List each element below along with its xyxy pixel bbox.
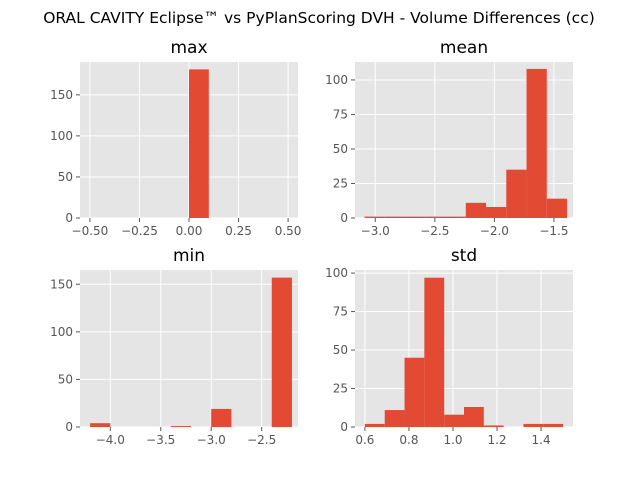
histogram-bar [543,423,564,427]
subplot-mean: −3.0 −2.5 −2.0 −1.5 0 25 50 75 100 mean [325,38,573,238]
y-tick-label: 25 [333,176,348,190]
x-tick-label: −0.25 [121,224,158,238]
y-tick-label: 0 [340,420,348,434]
x-tick-label: 1.4 [532,433,551,447]
y-tick-label: 0 [65,420,73,434]
histogram-bar [364,216,385,218]
x-tick-label: 0.6 [355,433,374,447]
y-tick-label: 100 [50,129,73,143]
x-tick-label: 0.8 [399,433,418,447]
x-tick-label: −4.0 [96,433,125,447]
x-tick-label: 1.2 [487,433,506,447]
histogram-bar [384,410,405,427]
histogram-bar [526,68,547,219]
subplot-title: mean [440,38,488,58]
histogram-bar [445,216,466,218]
y-tick-label: 100 [325,266,348,280]
y-tick-label: 0 [340,211,348,225]
subplot-min: −4.0 −3.5 −3.0 −2.5 0 50 100 150 min [50,246,298,447]
plot-area [80,270,298,427]
histogram-bar [405,216,426,218]
subplot-title: max [170,38,207,58]
figure-title: ORAL CAVITY Eclipse™ vs PyPlanScoring DV… [43,9,595,27]
histogram-bar [364,423,385,427]
histogram-bar [384,216,406,218]
x-tick-label: −3.0 [197,433,226,447]
y-tick-label: 50 [333,343,348,357]
histogram-bar [211,408,232,427]
y-tick-label: 150 [50,88,73,102]
y-tick-label: 25 [333,382,348,396]
x-tick-label: 0.00 [176,224,203,238]
subplot-title: min [173,246,205,266]
histogram-bar [90,423,111,427]
histogram-bar [546,198,568,218]
subplot-max: −0.50 −0.25 0.00 0.25 0.50 0 50 100 150 max [50,38,301,238]
histogram-bar [271,277,292,427]
y-tick-label: 50 [58,372,73,386]
y-tick-label: 150 [50,277,73,291]
x-tick-label: −2.5 [247,433,276,447]
subplot-title: std [451,246,477,266]
histogram-bar [170,426,192,427]
y-tick-label: 50 [333,142,348,156]
histogram-bar [523,423,544,427]
x-tick-label: −2.0 [480,224,509,238]
histogram-bar [486,206,507,218]
y-tick-label: 75 [333,305,348,319]
histogram-bar [444,414,464,427]
x-tick-label: −2.5 [420,224,449,238]
x-tick-label: 1.0 [443,433,462,447]
histogram-bar [465,202,487,218]
x-tick-label: −3.5 [146,433,175,447]
histogram-bar [404,357,425,427]
x-tick-label: 0.50 [275,224,302,238]
y-tick-label: 75 [333,107,348,121]
histogram-bar [483,425,504,427]
histogram-bar [425,216,446,218]
subplot-std: 0.6 0.8 1.0 1.2 1.4 0 25 50 75 100 std [325,246,573,447]
x-tick-label: −3.0 [361,224,390,238]
x-tick-label: −1.5 [539,224,568,238]
y-tick-label: 100 [325,73,348,87]
y-tick-label: 100 [50,325,73,339]
y-tick-label: 0 [65,211,73,225]
histogram-bar [424,277,445,427]
histogram-bar [189,69,209,219]
plot-area [355,270,573,427]
subplot-grid: −0.50 −0.25 0.00 0.25 0.50 0 50 100 150 max −3.0 −2… [50,38,573,447]
x-tick-label: −0.50 [72,224,109,238]
histogram-bar [506,169,527,218]
histogram-bar [464,406,484,427]
x-tick-label: 0.25 [225,224,252,238]
y-tick-label: 50 [58,170,73,184]
